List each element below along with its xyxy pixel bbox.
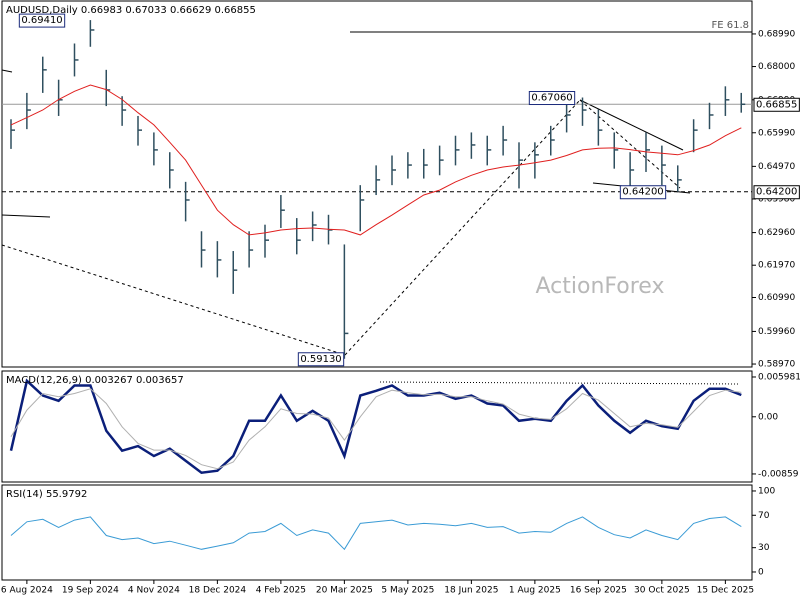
- indicator-line: [10, 388, 742, 470]
- label-box: [753, 97, 800, 112]
- y-tick-label: 0.58970: [758, 360, 795, 370]
- y-tick-label: 0.68990: [758, 29, 795, 39]
- y-tick-label: 0.60990: [758, 293, 795, 303]
- y-tick-label: 0: [758, 567, 764, 577]
- x-tick-label: 4 Feb 2025: [256, 586, 306, 596]
- panel-border: [1, 484, 753, 581]
- y-tick-label: 0.005981: [758, 372, 800, 382]
- trendline: [1, 244, 346, 356]
- y-tick-label: -0.00859: [758, 469, 799, 479]
- y-tick-label: 0.63980: [758, 194, 795, 204]
- panel-border: [1, 0, 753, 368]
- trendlines: [1, 69, 741, 385]
- indicator-line: [9, 378, 742, 475]
- trendline: [579, 99, 684, 151]
- x-tick-label: 18 Dec 2024: [189, 586, 247, 596]
- panel-title: AUDUSD,Daily 0.66983 0.67033 0.66629 0.6…: [6, 5, 256, 16]
- trendline: [1, 69, 13, 73]
- x-tick-label: 6 Aug 2024: [1, 586, 53, 596]
- price-annotation: 0.64200: [622, 187, 663, 198]
- x-tick-label: 5 May 2025: [381, 586, 434, 596]
- level-label: 0.66855: [756, 99, 797, 110]
- y-tick-label: 30: [758, 543, 770, 553]
- x-tick-label: 18 Jun 2025: [444, 586, 498, 596]
- x-tick-label: 4 Nov 2024: [128, 586, 180, 596]
- y-tick-label: 100: [758, 486, 775, 496]
- price-annotation: 0.67060: [531, 93, 572, 104]
- price-annotation: 0.69410: [21, 15, 62, 26]
- label-box: [753, 185, 800, 200]
- x-tick-label: 15 Dec 2025: [697, 586, 755, 596]
- level-label: 0.64200: [756, 187, 797, 198]
- label-box: [297, 352, 345, 367]
- panel-title: RSI(14) 55.9792: [6, 489, 87, 500]
- watermark: ActionForex: [536, 274, 665, 299]
- x-tick-label: 16 Sep 2025: [570, 586, 627, 596]
- label-box: [619, 185, 667, 200]
- y-tick-label: 0.59960: [758, 327, 795, 337]
- trendline: [1, 214, 51, 218]
- x-tick-label: 1 Aug 2025: [509, 586, 561, 596]
- y-tick-label: 0.64970: [758, 162, 795, 172]
- y-tick-label: 0.65990: [758, 128, 795, 138]
- trendline: [579, 99, 681, 189]
- x-tick-label: 30 Oct 2025: [634, 586, 690, 596]
- y-tick-label: 0.61970: [758, 261, 795, 271]
- y-tick-label: 0.00: [758, 412, 778, 422]
- y-tick-label: 0.62960: [758, 228, 795, 238]
- price-annotation: 0.59130: [300, 354, 341, 365]
- trendline: [379, 381, 741, 385]
- x-tick-label: 20 Mar 2025: [316, 586, 373, 596]
- panel-border: [1, 370, 753, 483]
- fe-label: FE 61.8: [711, 20, 749, 31]
- trendline: [344, 99, 581, 356]
- x-tick-label: 19 Sep 2024: [62, 586, 119, 596]
- y-tick-label: 0.68000: [758, 62, 795, 72]
- panel-title: MACD(12,26,9) 0.003267 0.003657: [6, 375, 184, 386]
- moving-average: [10, 84, 742, 236]
- y-tick-label: 70: [758, 511, 770, 521]
- label-box: [18, 13, 66, 28]
- label-box: [528, 91, 576, 106]
- indicator-line: [10, 516, 742, 551]
